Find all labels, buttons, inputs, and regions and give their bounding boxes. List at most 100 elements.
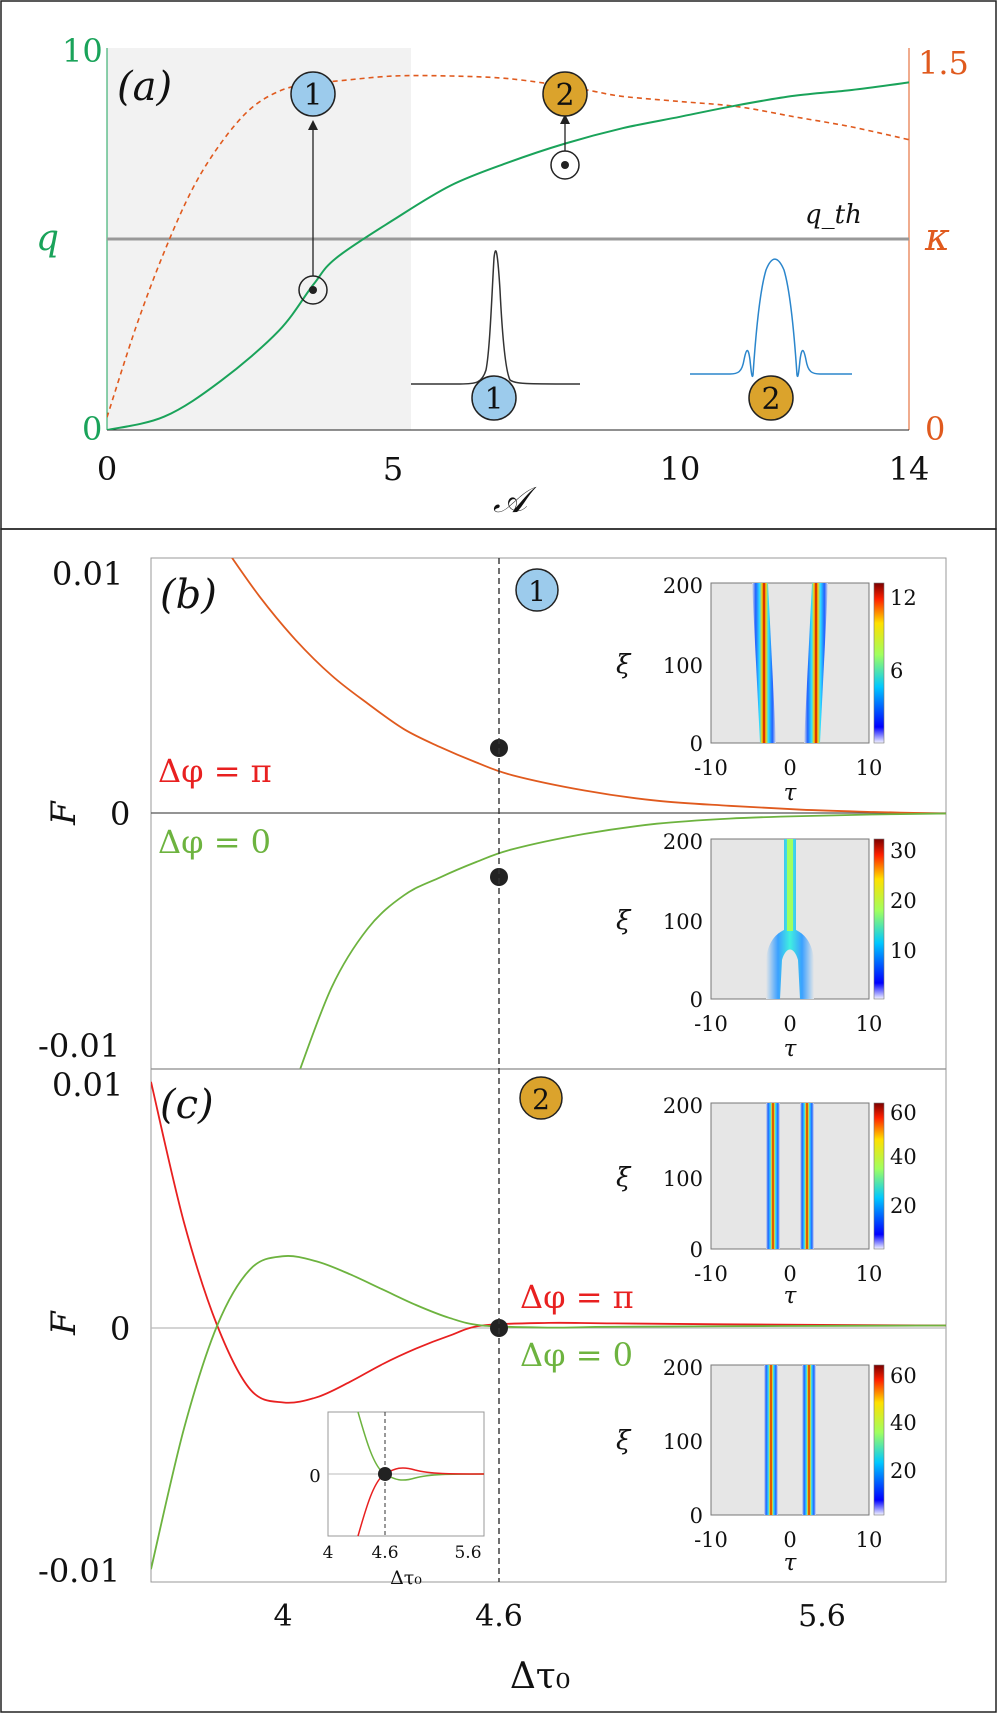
svg-text:0: 0	[309, 1466, 320, 1487]
svg-text:200: 200	[663, 1094, 703, 1118]
panel-b-label-zero: Δφ = 0	[158, 823, 271, 861]
svg-text:τ: τ	[784, 780, 798, 806]
badge-2-bottom: 2	[748, 375, 794, 421]
badge-2-top: 2	[542, 71, 588, 117]
point-1-marker	[298, 120, 328, 305]
svg-text:20: 20	[890, 1194, 917, 1218]
svg-text:200: 200	[663, 574, 703, 598]
profile-2-curve	[690, 258, 852, 377]
svg-text:10: 10	[890, 939, 917, 963]
svg-text:-10: -10	[694, 1262, 728, 1286]
heatmap-b-top-left-track	[752, 583, 776, 743]
x-axis-label: 𝒜	[493, 480, 537, 521]
y-right-label: κ	[924, 215, 950, 259]
heatmap-inset-c-top: 60 40 20 200 100 0 -10 0 10 τ ξ	[616, 1094, 917, 1309]
svg-text:-10: -10	[694, 1012, 728, 1036]
xtick-0: 0	[97, 450, 117, 488]
svg-text:ξ: ξ	[616, 1163, 632, 1193]
svg-text:12: 12	[890, 586, 917, 610]
svg-text:ξ: ξ	[616, 906, 632, 936]
badge-1-top: 1	[290, 71, 336, 117]
svg-text:60: 60	[890, 1101, 917, 1125]
heatmap-c-bottom-left-track	[764, 1365, 778, 1515]
panel-b-label-pi: Δφ = π	[158, 752, 272, 790]
panel-a-label: (a)	[117, 64, 172, 110]
svg-text:1: 1	[528, 575, 546, 608]
panel-c-ytick-bottom: -0.01	[38, 1552, 120, 1590]
svg-text:1: 1	[303, 78, 322, 113]
svg-text:40: 40	[890, 1145, 917, 1169]
panel-c-label: (c)	[160, 1082, 214, 1128]
panel-c-badge: 2	[519, 1076, 563, 1120]
panel-b-pi-curve	[231, 558, 946, 815]
y-right-tick-1.5: 1.5	[918, 44, 969, 82]
panel-b-badge: 1	[515, 568, 559, 612]
threshold-label: q_th	[805, 200, 862, 230]
panel-b-ylabel: F	[44, 800, 84, 826]
panel-b-ytick-top: 0.01	[52, 555, 123, 593]
small-inset-zero-curve	[357, 1411, 485, 1481]
panel-c-label-zero: Δφ = 0	[520, 1336, 633, 1374]
kappa-series-line	[107, 74, 909, 418]
svg-text:5.6: 5.6	[454, 1543, 481, 1563]
heatmap-c-bottom-right-track	[802, 1365, 816, 1515]
panel-c-ytick-top: 0.01	[52, 1066, 123, 1104]
point-2-marker	[550, 114, 580, 180]
svg-text:40: 40	[890, 1411, 917, 1435]
panel-c: (c) 2 0.01 0 -0.01 F Δφ = π Δφ = 0 4 4.6…	[38, 1066, 947, 1697]
y-left-tick-10: 10	[62, 32, 103, 70]
heatmap-inset-b-top: 12 6 200 100 0 -10 0 10 τ ξ	[616, 574, 917, 806]
colorbar-c-top	[873, 1102, 885, 1250]
panel-b-ytick-zero: 0	[110, 795, 130, 833]
svg-text:2: 2	[555, 78, 574, 113]
svg-text:6: 6	[890, 659, 903, 683]
panel-c-ytick-zero: 0	[110, 1310, 130, 1348]
svg-text:τ: τ	[784, 1036, 798, 1062]
svg-text:τ: τ	[784, 1283, 798, 1309]
svg-text:2: 2	[761, 382, 780, 417]
svg-text:1: 1	[484, 382, 503, 417]
svg-text:0: 0	[690, 1504, 703, 1528]
panel-b: (b) 1 0.01 0 -0.01 F Δφ = π Δφ = 0	[38, 555, 947, 1070]
svg-text:0: 0	[783, 1012, 796, 1036]
svg-text:4.6: 4.6	[371, 1543, 398, 1563]
svg-text:200: 200	[663, 830, 703, 854]
svg-text:0: 0	[690, 988, 703, 1012]
panel-b-point-zero	[490, 868, 508, 886]
panel-b-label: (b)	[160, 572, 217, 618]
colorbar-b-bottom	[873, 838, 885, 1000]
heatmap-b-bottom-core	[787, 839, 793, 931]
heatmap-inset-c-bottom: 60 40 20 200 100 0 -10 0 10 τ ξ	[616, 1356, 917, 1576]
svg-text:100: 100	[663, 654, 703, 678]
y-right-tick-0: 0	[925, 410, 945, 448]
svg-text:10: 10	[856, 756, 883, 780]
small-inset-pi-curve	[357, 1467, 485, 1537]
svg-text:10: 10	[856, 1012, 883, 1036]
svg-text:ξ: ξ	[616, 650, 632, 680]
panel-c-small-inset: 0 4 4.6 5.6 Δτ₀	[309, 1411, 485, 1589]
heatmap-b-top-right-track	[804, 583, 828, 743]
svg-text:60: 60	[890, 1364, 917, 1388]
svg-text:0: 0	[690, 732, 703, 756]
svg-text:0: 0	[783, 756, 796, 780]
svg-text:10: 10	[856, 1528, 883, 1552]
panel-bc-frame	[0, 528, 997, 1713]
panel-c-xlabel: Δτ₀	[510, 1656, 570, 1697]
xtick-5: 5	[383, 450, 403, 488]
panel-c-xtick-5.6: 5.6	[798, 1599, 846, 1634]
svg-text:0: 0	[783, 1528, 796, 1552]
svg-text:0: 0	[783, 1262, 796, 1286]
panel-c-zero-curve	[151, 1255, 946, 1570]
svg-text:10: 10	[856, 1262, 883, 1286]
panel-c-xtick-4: 4	[273, 1599, 292, 1634]
svg-text:100: 100	[663, 1430, 703, 1454]
svg-text:4: 4	[323, 1543, 334, 1563]
svg-text:100: 100	[663, 1167, 703, 1191]
svg-text:ξ: ξ	[616, 1426, 632, 1456]
svg-text:0: 0	[690, 1238, 703, 1262]
svg-text:Δτ₀: Δτ₀	[390, 1567, 422, 1589]
panel-a: q_th 1 2 1	[36, 32, 969, 521]
svg-text:30: 30	[890, 839, 917, 863]
xtick-14: 14	[889, 450, 930, 488]
